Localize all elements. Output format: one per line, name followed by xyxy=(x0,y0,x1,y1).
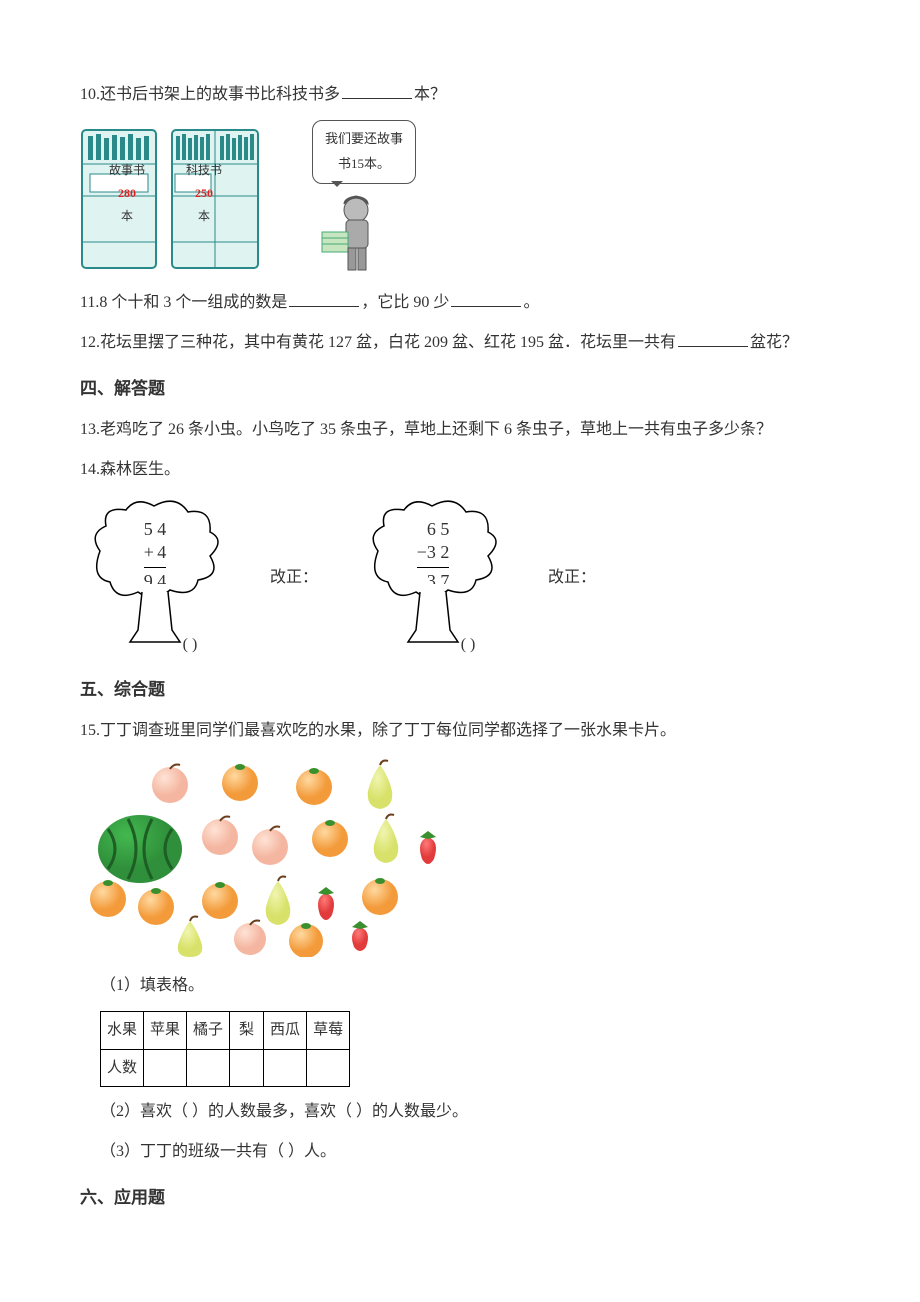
shelf2-count: 250 xyxy=(184,182,224,205)
pear-icon xyxy=(374,814,399,863)
pear-icon xyxy=(178,916,203,957)
q10-post: 本？ xyxy=(414,86,446,103)
tree-2-unit: 6 5 −3 2 3 7 ( ) 改正： xyxy=(358,496,596,660)
cell-orange[interactable] xyxy=(187,1049,230,1087)
q15-sub3: （3）丁丁的班级一共有（ ）人。 xyxy=(100,1137,840,1167)
child-icon xyxy=(312,188,392,278)
q11-blank1[interactable] xyxy=(289,289,359,307)
th-pear: 梨 xyxy=(230,1012,264,1050)
q10: 10.还书后书架上的故事书比科技书多 本？ xyxy=(80,80,840,110)
q10-blank[interactable] xyxy=(342,81,412,99)
orange-icon xyxy=(202,882,238,919)
bubble-line1: 我们要还故事 xyxy=(325,127,403,152)
speech-bubble: 我们要还故事 书15本。 xyxy=(312,120,416,183)
table-row: 水果 苹果 橘子 梨 西瓜 草莓 xyxy=(101,1012,350,1050)
q15-sub2: （2）喜欢（ ）的人数最多，喜欢（ ）的人数最少。 xyxy=(100,1097,840,1127)
t2-second: 3 2 xyxy=(427,542,450,562)
pear-icon xyxy=(368,760,393,809)
q13: 13.老鸡吃了 26 条小虫。小鸟吃了 35 条虫子，草地上还剩下 6 条虫子，… xyxy=(80,415,840,445)
section-4-heading: 四、解答题 xyxy=(80,373,840,405)
q10-figure: 故事书 280 本 科技书 250 本 我们要还故事 书15本。 xyxy=(80,120,840,277)
fruit-illustration xyxy=(80,757,450,957)
shelf2-unit: 本 xyxy=(184,205,224,228)
orange-icon xyxy=(289,923,323,957)
q11-blank2[interactable] xyxy=(451,289,521,307)
bubble-line2: 书15本。 xyxy=(325,152,403,177)
t2-top: 6 5 xyxy=(417,518,450,541)
tree-1-unit: 5 4 +4 9 4 ( ) 改正： xyxy=(80,496,318,660)
strawberry-icon xyxy=(420,831,436,864)
q11-post: 。 xyxy=(523,294,539,311)
th-apple: 苹果 xyxy=(144,1012,187,1050)
section-6-heading: 六、应用题 xyxy=(80,1182,840,1214)
orange-icon xyxy=(296,768,332,805)
shelf1-count: 280 xyxy=(98,182,156,205)
watermelon-icon xyxy=(98,815,182,883)
shelf1-unit: 本 xyxy=(98,205,156,228)
th-orange: 橘子 xyxy=(187,1012,230,1050)
q11-mid: ，它比 90 少 xyxy=(361,294,449,311)
pear-icon xyxy=(266,876,291,925)
th-melon: 西瓜 xyxy=(264,1012,307,1050)
orange-icon xyxy=(362,878,398,915)
table-row: 人数 xyxy=(101,1049,350,1087)
shelf1-label: 故事书 xyxy=(98,159,156,182)
orange-icon xyxy=(90,880,126,917)
strawberry-icon xyxy=(318,887,334,920)
section-5-heading: 五、综合题 xyxy=(80,674,840,706)
corr-2: 改正： xyxy=(548,563,596,593)
tree-2: 6 5 −3 2 3 7 ( ) xyxy=(358,496,508,660)
th-berry: 草莓 xyxy=(307,1012,350,1050)
q15-sub1: （1）填表格。 xyxy=(100,971,840,1001)
apple-icon xyxy=(152,764,188,803)
t1-second: 4 xyxy=(157,542,166,562)
cell-melon[interactable] xyxy=(264,1049,307,1087)
q12-post: 盆花？ xyxy=(750,334,798,351)
q12: 12.花坛里摆了三种花，其中有黄花 127 盆，白花 209 盆、红花 195 … xyxy=(80,328,840,358)
orange-icon xyxy=(312,820,348,857)
q11: 11.8 个十和 3 个一组成的数是 ，它比 90 少 。 xyxy=(80,288,840,318)
apple-icon xyxy=(252,826,288,865)
tree-1: 5 4 +4 9 4 ( ) xyxy=(80,496,230,660)
corr-1: 改正： xyxy=(270,563,318,593)
cell-berry[interactable] xyxy=(307,1049,350,1087)
orange-icon xyxy=(138,888,174,925)
q15-stem: 15.丁丁调查班里同学们最喜欢吃的水果，除了丁丁每位同学都选择了一张水果卡片。 xyxy=(80,716,840,746)
apple-icon xyxy=(234,920,266,955)
t1-op: + xyxy=(144,541,154,564)
t1-result: 9 4 xyxy=(144,566,167,583)
fruit-table: 水果 苹果 橘子 梨 西瓜 草莓 人数 xyxy=(100,1011,350,1087)
q12-blank[interactable] xyxy=(678,330,748,348)
q14-figures: 5 4 +4 9 4 ( ) 改正： 6 5 −3 2 3 xyxy=(80,496,840,660)
q10-pre: 10.还书后书架上的故事书比科技书多 xyxy=(80,86,340,103)
t2-op: − xyxy=(417,541,427,564)
cell-apple[interactable] xyxy=(144,1049,187,1087)
shelf2-label: 科技书 xyxy=(184,159,224,182)
q14-label: 14.森林医生。 xyxy=(80,455,840,485)
q11-pre: 11.8 个十和 3 个一组成的数是 xyxy=(80,294,287,311)
th-count: 人数 xyxy=(101,1049,144,1087)
t2-result: 3 7 xyxy=(417,566,450,583)
t1-top: 5 4 xyxy=(144,518,167,541)
q12-pre: 12.花坛里摆了三种花，其中有黄花 127 盆，白花 209 盆、红花 195 … xyxy=(80,334,676,351)
orange-icon xyxy=(222,764,258,801)
cell-pear[interactable] xyxy=(230,1049,264,1087)
strawberry-icon xyxy=(352,921,368,951)
apple-icon xyxy=(202,816,238,855)
th-fruit: 水果 xyxy=(101,1012,144,1050)
